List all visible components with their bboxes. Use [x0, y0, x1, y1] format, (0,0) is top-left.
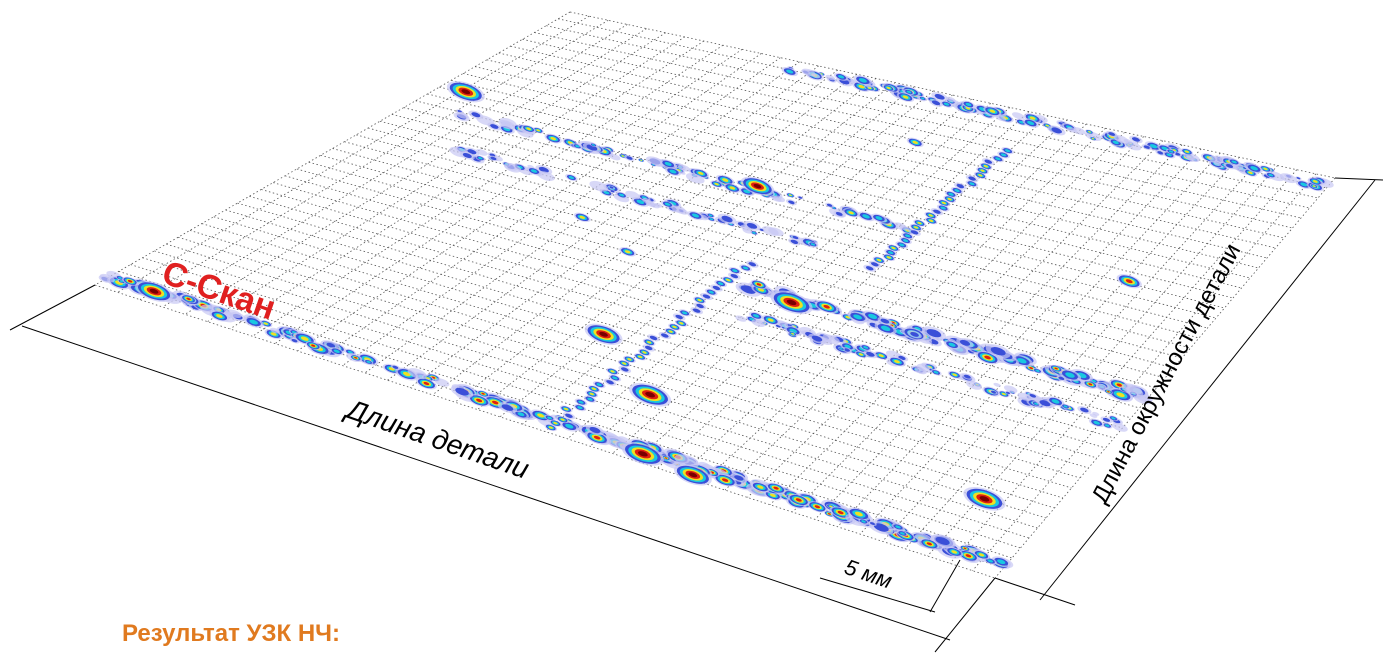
defect-indications [98, 65, 1335, 571]
indication [1279, 171, 1299, 185]
caption: Результат УЗК НЧ: [122, 620, 340, 648]
circumference-label: Длина окружности детали [1086, 239, 1246, 508]
indication [618, 245, 637, 258]
grid-line [356, 135, 1182, 358]
indication [1115, 271, 1144, 291]
indication-level [735, 314, 748, 323]
indication [735, 314, 748, 323]
indication [573, 211, 592, 224]
indication [444, 77, 487, 107]
c-scan-view: Длина детали 5 мм Длина окружности детал… [0, 0, 1383, 653]
indication-level [1279, 171, 1299, 185]
indication [906, 136, 925, 149]
indication [993, 382, 1001, 388]
dimension-lines [10, 178, 1383, 652]
indication-level [993, 382, 1001, 388]
scale-label: 5 мм [841, 554, 895, 593]
indication [626, 378, 674, 411]
figure: Длина детали 5 мм Длина окружности детал… [0, 0, 1383, 653]
indication [785, 192, 795, 199]
indication [543, 132, 563, 146]
indication [686, 209, 705, 222]
indication [785, 198, 797, 207]
indication [960, 482, 1008, 515]
indication [582, 319, 625, 349]
